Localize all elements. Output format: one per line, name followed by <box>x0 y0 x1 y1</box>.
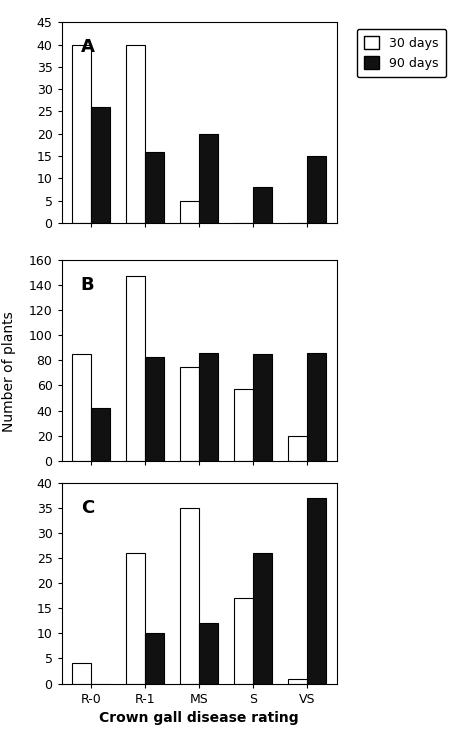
Bar <box>73 354 91 461</box>
Bar <box>234 598 253 684</box>
Bar <box>307 156 326 223</box>
Bar <box>234 389 253 461</box>
Text: C: C <box>81 499 94 517</box>
Bar <box>180 366 199 461</box>
Bar <box>73 663 91 684</box>
Bar <box>180 201 199 223</box>
Bar <box>199 623 218 684</box>
Bar <box>145 633 164 684</box>
Bar <box>199 134 218 223</box>
Bar <box>91 408 110 461</box>
Bar <box>253 187 272 223</box>
Bar <box>126 553 145 684</box>
Bar <box>253 354 272 461</box>
X-axis label: Crown gall disease rating: Crown gall disease rating <box>99 711 299 725</box>
Bar <box>145 357 164 461</box>
Bar <box>91 107 110 223</box>
Bar <box>145 152 164 223</box>
Bar <box>73 45 91 223</box>
Text: Number of plants: Number of plants <box>2 311 17 432</box>
Bar <box>288 678 307 684</box>
Legend: 30 days, 90 days: 30 days, 90 days <box>356 28 446 77</box>
Bar <box>126 45 145 223</box>
Bar <box>199 353 218 461</box>
Bar <box>307 498 326 684</box>
Bar <box>288 435 307 461</box>
Text: B: B <box>81 276 94 294</box>
Bar <box>253 553 272 684</box>
Bar <box>126 276 145 461</box>
Bar <box>180 508 199 684</box>
Bar <box>307 353 326 461</box>
Text: A: A <box>81 39 95 56</box>
